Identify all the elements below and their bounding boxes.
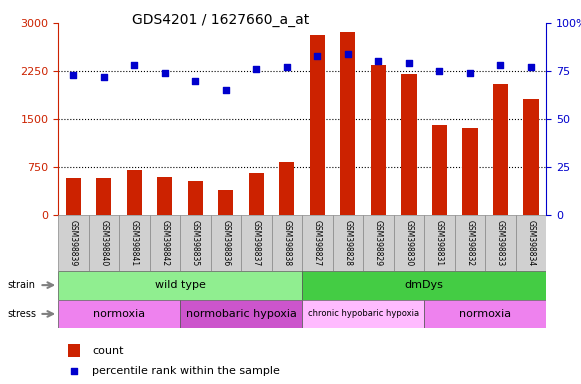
Point [130,62,139,68]
Text: GSM398831: GSM398831 [435,220,444,266]
Bar [58,215,88,271]
Text: GSM398834: GSM398834 [526,220,535,266]
Bar [58,271,302,300]
Bar [302,300,424,328]
Bar [157,177,173,215]
Text: count: count [92,346,124,356]
Point [69,72,78,78]
Point [191,78,200,84]
Bar [241,215,271,271]
Text: GDS4201 / 1627660_a_at: GDS4201 / 1627660_a_at [132,13,310,27]
Text: normobaric hypoxia: normobaric hypoxia [186,309,296,319]
Text: stress: stress [8,309,37,319]
Point [526,64,536,70]
Point [313,53,322,59]
Bar [68,344,80,357]
Text: percentile rank within the sample: percentile rank within the sample [92,366,280,376]
Bar [302,215,332,271]
Text: GSM398838: GSM398838 [282,220,291,266]
Bar [180,300,302,328]
Text: wild type: wild type [155,280,206,290]
Bar [180,215,210,271]
Bar [332,215,363,271]
Point [465,70,475,76]
Bar [119,215,150,271]
Text: GSM398829: GSM398829 [374,220,383,266]
Text: dmDys: dmDys [405,280,443,290]
Point [70,368,79,374]
Text: GSM398836: GSM398836 [221,220,230,266]
Bar [127,170,142,215]
Bar [424,300,546,328]
Bar [432,126,447,215]
Bar [523,99,539,215]
Bar [96,178,112,215]
Text: strain: strain [8,280,35,290]
Text: GSM398837: GSM398837 [252,220,261,266]
Point [221,87,231,93]
Text: GSM398840: GSM398840 [99,220,108,266]
Text: GSM398832: GSM398832 [465,220,474,266]
Point [160,70,170,76]
Bar [371,65,386,215]
Bar [363,215,393,271]
Text: GSM398833: GSM398833 [496,220,505,266]
Bar [401,74,417,215]
Bar [58,300,180,328]
Point [435,68,444,74]
Bar [516,215,546,271]
Point [99,74,109,80]
Text: GSM398827: GSM398827 [313,220,322,266]
Bar [493,84,508,215]
Bar [394,215,424,271]
Bar [424,215,454,271]
Bar [454,215,485,271]
Text: GSM398841: GSM398841 [130,220,139,266]
Bar [66,178,81,215]
Point [252,66,261,72]
Bar [218,190,234,215]
Bar [485,215,516,271]
Bar [188,181,203,215]
Text: GSM398835: GSM398835 [191,220,200,266]
Bar [88,215,119,271]
Bar [340,32,356,215]
Text: normoxia: normoxia [93,309,145,319]
Point [374,58,383,65]
Point [343,51,353,57]
Bar [249,173,264,215]
Text: GSM398839: GSM398839 [69,220,78,266]
Text: chronic hypobaric hypoxia: chronic hypobaric hypoxia [307,310,419,318]
Bar [279,162,295,215]
Point [496,62,505,68]
Bar [310,35,325,215]
Bar [210,215,241,271]
Text: normoxia: normoxia [459,309,511,319]
Text: GSM398830: GSM398830 [404,220,413,266]
Point [404,60,414,66]
Bar [462,128,478,215]
Bar [302,271,546,300]
Point [282,64,292,70]
Text: GSM398828: GSM398828 [343,220,352,266]
Bar [150,215,180,271]
Text: GSM398842: GSM398842 [160,220,169,266]
Bar [271,215,302,271]
